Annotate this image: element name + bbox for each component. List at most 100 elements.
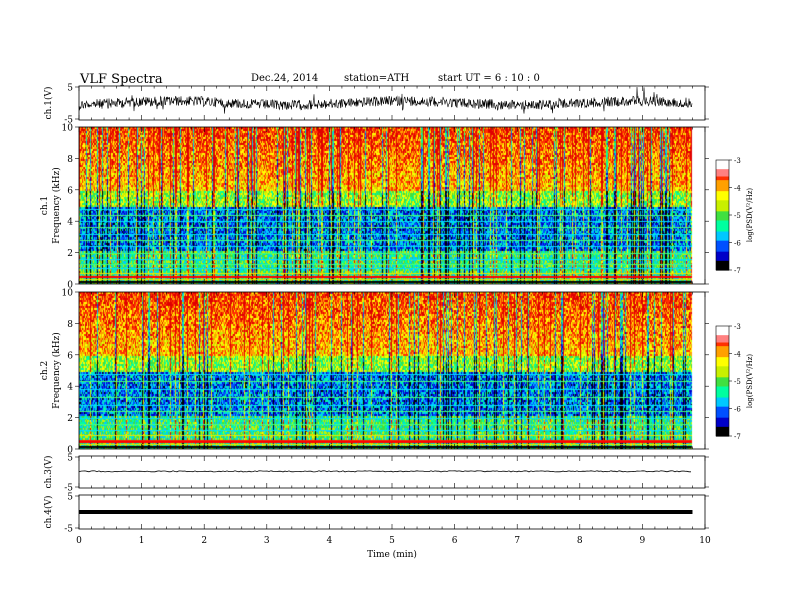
time-tick-label-7: 7 [514,536,520,546]
ch1-spec-ylabel: Frequency (kHz) [51,167,62,244]
ch2-colorbar-segment-7 [716,338,729,342]
ch2-colorbar-segment-23 [716,368,729,371]
ch1-spectrogram-canvas [79,127,705,284]
ch1-colorbar-segment-0 [716,160,729,163]
station-label: station=ATH [344,73,410,84]
ch1-spec-ytick-label-4: 8 [67,155,73,165]
ch2-colorbar-segment-41 [716,401,729,404]
ch3-wave-ylabel: ch.3(V) [43,456,54,489]
ch2-colorbar-segment-19 [716,360,729,364]
ch2-colorbar-segment-21 [716,364,729,367]
ch2-colorbar-tick-label-4: -7 [734,433,741,441]
ch2-spec-ytick-label-2: 4 [67,383,73,393]
ch1-colorbar-segment-51 [716,253,729,256]
ch1-colorbar-segment-20 [716,196,729,200]
ch2-colorbar-segment-15 [716,353,729,356]
ch1-colorbar-segment-28 [716,211,729,214]
ch1-colorbar-segment-22 [716,200,729,203]
ch1-colorbar-segment-59 [716,268,729,271]
ch1-colorbar-segment-24 [716,204,729,207]
ch2-colorbar-segment-17 [716,357,729,360]
ch1-colorbar-segment-38 [716,229,729,233]
time-tick-label-10: 10 [699,536,711,546]
time-tick-label-6: 6 [452,536,458,546]
ch2-colorbar-segment-51 [716,419,729,422]
ch2-colorbar-segment-56 [716,428,729,432]
ch1-colorbar-segment-13 [716,183,729,187]
time-axis-label: Time (min) [367,549,417,560]
ch2-colorbar-segment-28 [716,377,729,380]
ch2-colorbar-segment-52 [716,421,729,424]
ch2-colorbar-segment-49 [716,415,729,419]
ch4-wave-ylabel: ch.4(V) [43,496,54,529]
ch2-colorbar-segment-37 [716,393,729,397]
ch1-colorbar-label: log(PSD(V²/Hz) [746,188,754,243]
ch2-spec-ytick-label-0: 0 [67,446,73,456]
ch2-colorbar-segment-12 [716,348,729,351]
ch1-spectrogram [79,127,705,284]
ch1-colorbar-segment-8 [716,174,729,178]
ch2-colorbar-segment-25 [716,371,729,375]
ch2-colorbar-segment-13 [716,349,729,353]
ch2-colorbar-segment-6 [716,337,729,340]
ch2-colorbar-segment-57 [716,430,729,433]
ch1-colorbar-segment-10 [716,178,729,181]
ch1-colorbar-segment-26 [716,207,729,211]
ch2-colorbar-segment-46 [716,410,729,413]
ch2-colorbar-segment-40 [716,399,729,402]
time-tick-label-9: 9 [640,536,646,546]
ch1-colorbar-segment-45 [716,242,729,245]
ch1-colorbar-segment-47 [716,246,729,249]
ch2-colorbar-segment-8 [716,340,729,344]
ch2-spectrogram [79,292,705,449]
ch2-spec-ytick-label-3: 6 [67,351,73,361]
ch2-colorbar-segment-53 [716,423,729,426]
ch1-colorbar-segment-34 [716,222,729,225]
ch1-colorbar-segment-16 [716,189,729,192]
ch1-colorbar-segment-19 [716,194,729,198]
ch1-colorbar-segment-58 [716,266,729,269]
ch1-colorbar-segment-31 [716,216,729,220]
ch4-wave-ytick-label-0: 5 [67,493,73,503]
ch2-colorbar-segment-35 [716,390,729,393]
ch1-wave-ylabel: ch.1(V) [43,87,54,120]
ch1-colorbar-tick-label-4: -7 [734,267,741,275]
ch2-colorbar-segment-27 [716,375,729,378]
ch2-colorbar-segment-33 [716,386,729,389]
ch2-colorbar-segment-30 [716,381,729,384]
ch2-colorbar-segment-5 [716,335,729,338]
ch1-colorbar-segment-57 [716,264,729,267]
ch1-waveform-trace [78,86,693,114]
ch2-colorbar-segment-14 [716,351,729,355]
ch1-colorbar-tick-label-1: -4 [734,185,741,193]
ch2-colorbar-segment-55 [716,426,729,430]
ch1-colorbar-segment-55 [716,260,729,264]
ch2-colorbar-segment-0 [716,326,729,329]
ch1-colorbar-segment-25 [716,205,729,209]
ch1-colorbar-segment-9 [716,176,729,179]
ch1-colorbar-segment-40 [716,233,729,236]
ch2-colorbar-segment-20 [716,362,729,366]
ch2-colorbar-segment-31 [716,382,729,386]
ch1-colorbar-tick-label-3: -6 [734,240,741,248]
ch2-colorbar-segment-44 [716,406,729,410]
ch2-colorbar-tick-label-2: -5 [734,378,741,386]
time-tick-label-5: 5 [389,536,395,546]
time-tick-label-3: 3 [264,536,270,546]
ch2-spec-channel-label: ch.2 [40,361,50,380]
ch1-colorbar-segment-21 [716,198,729,201]
ch2-colorbar-segment-26 [716,373,729,377]
ch1-colorbar-segment-29 [716,213,729,216]
ch1-colorbar-segment-48 [716,248,729,251]
ch1-colorbar-segment-36 [716,226,729,229]
ch2-colorbar-segment-9 [716,342,729,345]
ch1-colorbar-segment-50 [716,251,729,255]
ch2-colorbar-tick-label-0: -3 [734,323,741,331]
ch1-colorbar-segment-27 [716,209,729,212]
ch2-colorbar-segment-36 [716,392,729,395]
ch2-colorbar-segment-43 [716,404,729,408]
ch1-colorbar [715,159,732,271]
ch1-colorbar-segment-7 [716,172,729,176]
ch1-wave-ytick-label-0: 5 [67,84,73,94]
time-tick-label-2: 2 [201,536,207,546]
